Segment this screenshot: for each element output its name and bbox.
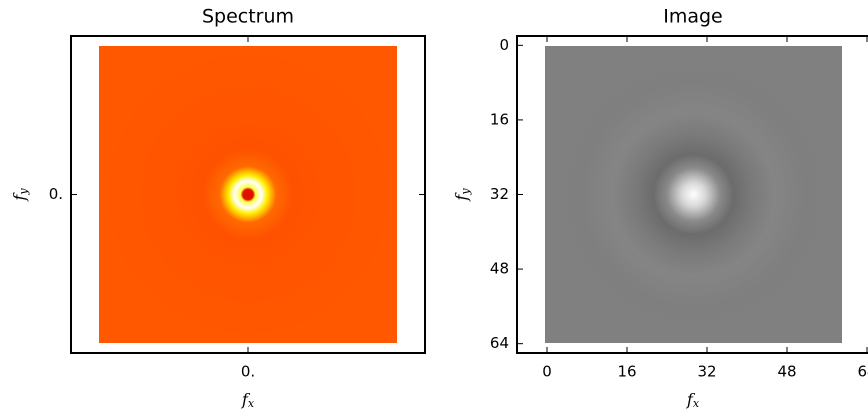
x-axis-label: fx (241, 390, 255, 411)
y-tick-label: 0 (499, 36, 509, 54)
gray-image (545, 46, 842, 343)
x-tick-label: 48 (777, 363, 796, 381)
y-tick-label: 64 (490, 334, 509, 352)
spectrum-image (99, 46, 397, 343)
y-tick-label: 48 (490, 260, 509, 278)
y-axis-label: fy (10, 188, 31, 202)
y-axis-label: fy (452, 188, 473, 202)
x-axis-label: fx (686, 390, 700, 411)
x-tick-label: 64 (857, 363, 868, 381)
x-tick-label: 0. (241, 363, 255, 381)
y-tick-label: 16 (490, 110, 509, 128)
x-tick-label: 16 (617, 363, 636, 381)
y-tick-label: 0. (49, 185, 63, 203)
panel-title: Image (663, 6, 723, 28)
y-tick-label: 32 (490, 185, 509, 203)
x-tick-label: 0 (542, 363, 552, 381)
x-tick-label: 32 (697, 363, 716, 381)
panel-title: Spectrum (202, 6, 294, 28)
